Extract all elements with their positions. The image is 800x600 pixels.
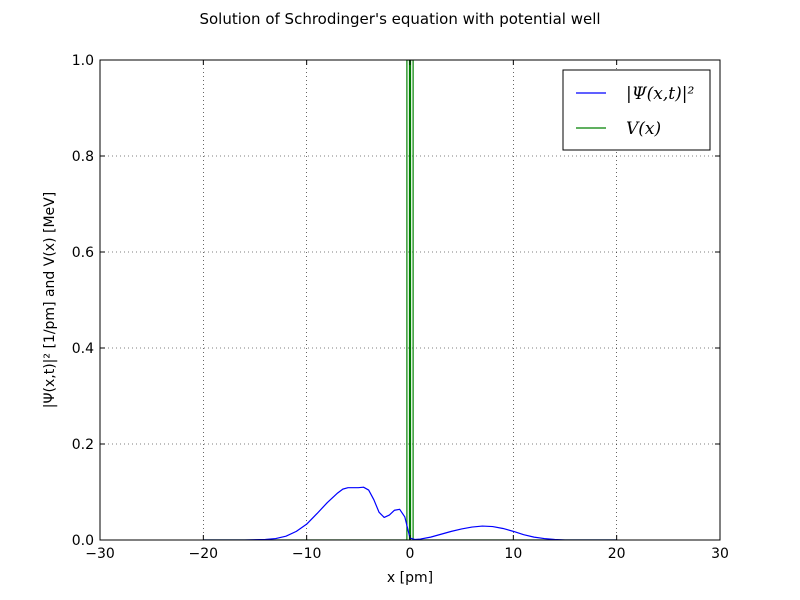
y-tick-label: 0.6 — [72, 245, 94, 261]
x-tick-label: 20 — [608, 546, 626, 562]
y-tick-label: 0.8 — [72, 149, 94, 165]
x-axis-label: x [pm] — [387, 570, 433, 586]
legend: |Ψ(x,t)|² V(x) — [562, 69, 711, 151]
potential-line — [203, 60, 617, 540]
y-tick-label: 1.0 — [72, 53, 94, 69]
y-axis-label: |Ψ(x,t)|² [1/pm] and V(x) [MeV] — [42, 192, 58, 408]
y-tick-label: 0.0 — [72, 533, 94, 549]
legend-label-psi: |Ψ(x,t)|² — [626, 84, 694, 104]
x-tick-label: 30 — [711, 546, 729, 562]
legend-box — [562, 69, 711, 151]
x-tick-label: −30 — [85, 546, 115, 562]
series-layer — [203, 60, 617, 540]
x-tick-label: 0 — [406, 546, 415, 562]
x-tick-label: −20 — [189, 546, 219, 562]
x-tick-label: 10 — [504, 546, 522, 562]
legend-label-potential: V(x) — [626, 119, 661, 139]
y-tick-label: 0.2 — [72, 437, 94, 453]
y-tick-label: 0.4 — [72, 341, 94, 357]
x-tick-label: −10 — [292, 546, 322, 562]
ticks: −30 −20 −10 0 10 20 30 0.0 0.2 0.4 0.6 0.8 1.0 — [72, 53, 729, 562]
chart-title: Solution of Schrodinger's equation with … — [199, 10, 600, 28]
probability-density-line — [203, 486, 617, 540]
